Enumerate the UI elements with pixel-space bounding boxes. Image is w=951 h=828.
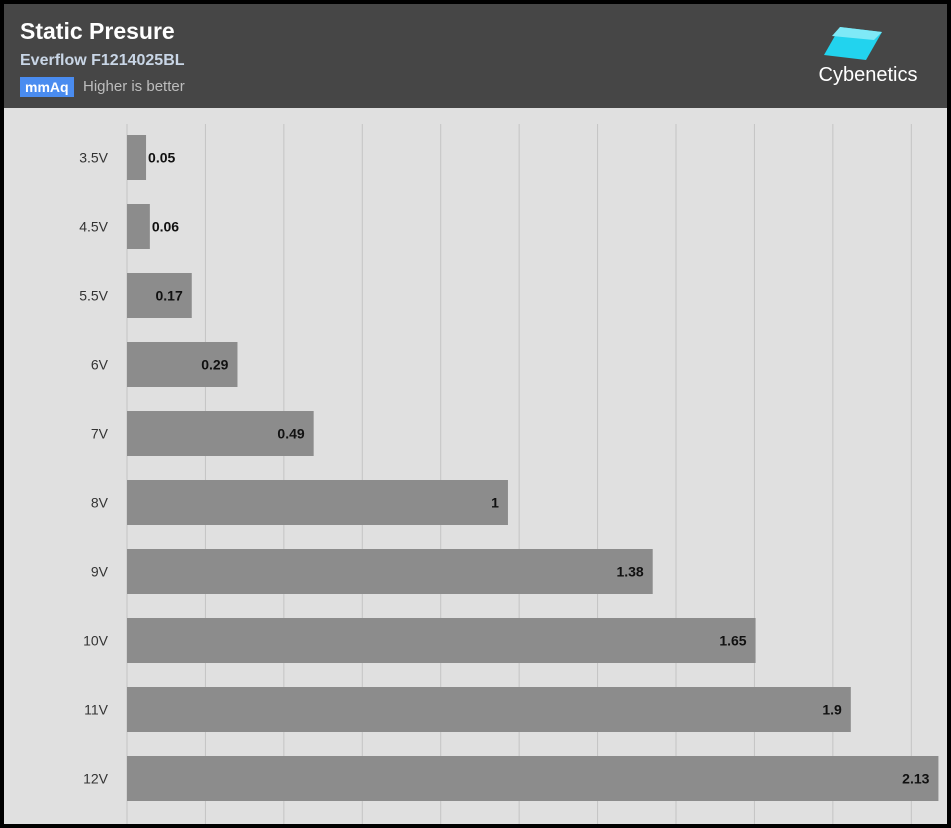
category-label: 11V: [84, 702, 109, 718]
chart-title: Static Presure: [20, 18, 175, 44]
bar: [127, 756, 939, 801]
bar: [127, 411, 314, 456]
value-label: 2.13: [902, 771, 929, 787]
category-label: 12V: [83, 771, 109, 787]
category-label: 10V: [83, 633, 109, 649]
category-label: 8V: [91, 495, 109, 511]
bar: [127, 687, 851, 732]
logo-text: Cybenetics: [818, 64, 918, 86]
chart-frame: Static Presure Everflow F1214025BL mmAq …: [4, 4, 947, 824]
value-label: 0.17: [156, 288, 183, 304]
bar: [127, 480, 508, 525]
bar: [127, 549, 653, 594]
category-label: 9V: [91, 564, 109, 580]
chart-header: Static Presure Everflow F1214025BL mmAq …: [4, 4, 947, 108]
bar: [127, 342, 238, 387]
unit-badge: mmAq: [20, 77, 74, 97]
higher-is-better-note: Higher is better: [83, 78, 185, 95]
value-label: 0.29: [201, 357, 228, 373]
value-label: 0.49: [277, 426, 304, 442]
value-label: 0.06: [152, 219, 179, 235]
bar: [127, 135, 147, 180]
value-label: 1.9: [822, 702, 842, 718]
value-label: 1.65: [719, 633, 746, 649]
category-label: 6V: [91, 357, 109, 373]
category-label: 7V: [91, 426, 109, 442]
category-label: 3.5V: [79, 150, 108, 166]
logo-diamond-icon: [824, 27, 882, 60]
value-label: 1: [491, 495, 499, 511]
category-label: 5.5V: [79, 288, 108, 304]
cybenetics-logo: Cybenetics: [816, 22, 920, 92]
category-label: 4.5V: [79, 219, 108, 235]
bar: [127, 273, 192, 318]
chart-subtitle: Everflow F1214025BL: [20, 52, 185, 69]
bar: [127, 618, 756, 663]
value-label: 1.38: [616, 564, 643, 580]
bar-chart: 3.5V 0.05 4.5V 0.06 5.5V 0.17 6V 0.29 7V 0.49 8V 1 9…: [79, 124, 939, 824]
value-label: 0.05: [148, 150, 175, 166]
bar: [127, 204, 150, 249]
